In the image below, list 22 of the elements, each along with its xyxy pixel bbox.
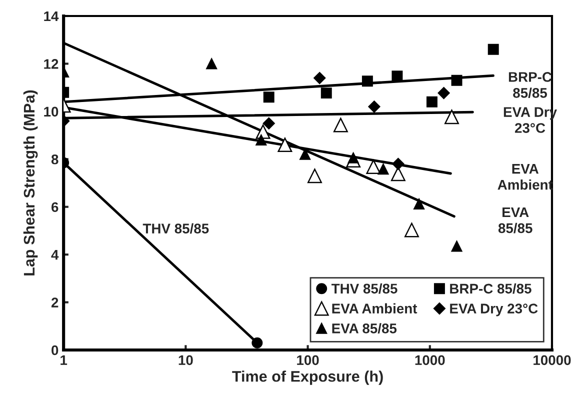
y-tick-label: 0 bbox=[52, 345, 58, 356]
annotation: EVA 85/85 bbox=[498, 207, 532, 234]
x-tick-label: 1 bbox=[60, 355, 68, 365]
legend-label: BRP-C 85/85 bbox=[450, 283, 532, 294]
x-tick-label: 100 bbox=[297, 355, 319, 366]
x-tick-label: 10 bbox=[178, 355, 193, 366]
annotation: THV 85/85 bbox=[142, 223, 209, 234]
legend-label: THV 85/85 bbox=[331, 283, 398, 294]
y-tick-label: 4 bbox=[51, 250, 59, 260]
x-axis-title: Time of Exposure (h) bbox=[232, 370, 383, 385]
y-tick-label: 14 bbox=[44, 11, 59, 22]
legend-label: EVA Ambient bbox=[332, 303, 418, 314]
y-tick-label: 12 bbox=[44, 59, 58, 69]
y-tick-label: 10 bbox=[44, 106, 58, 117]
y-tick-label: 2 bbox=[51, 298, 58, 308]
legend-label: EVA Dry 23°C bbox=[450, 304, 538, 316]
x-tick-label: 10000 bbox=[534, 355, 571, 366]
legend-label: EVA 85/85 bbox=[332, 323, 397, 334]
y-tick-label: 6 bbox=[52, 202, 58, 212]
x-tick-label: 1000 bbox=[415, 355, 445, 366]
y-axis-title: Lap Shear Strength (MPa) bbox=[23, 90, 38, 276]
y-tick-label: 8 bbox=[51, 154, 58, 164]
